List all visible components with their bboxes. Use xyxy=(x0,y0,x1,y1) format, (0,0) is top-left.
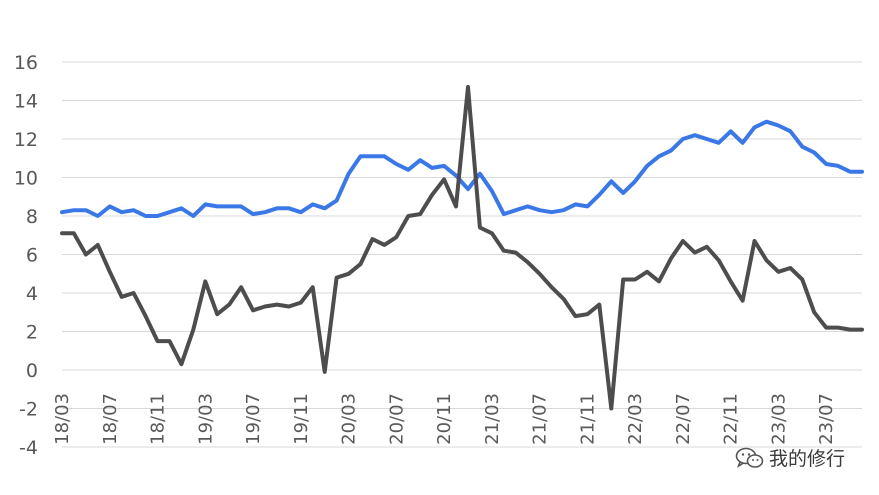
y-tick-label: -2 xyxy=(19,399,38,421)
y-axis-tick-labels: -4 -2 0 2 4 6 8 10 12 14 16 xyxy=(14,52,38,459)
x-tick-label: 19/03 xyxy=(195,393,216,445)
watermark-text: 我的修行 xyxy=(769,448,846,470)
series-lines xyxy=(60,85,864,411)
x-tick-label: 22/03 xyxy=(625,393,646,445)
x-tick-label: 21/03 xyxy=(482,393,503,445)
x-tick-label: 18/07 xyxy=(100,393,121,445)
y-tick-label: 14 xyxy=(14,91,38,113)
x-tick-label: 20/03 xyxy=(339,393,360,445)
x-tick-label: 22/07 xyxy=(673,393,694,445)
y-tick-label: 2 xyxy=(26,322,38,344)
y-tick-label: -4 xyxy=(19,437,38,459)
x-tick-label: 21/07 xyxy=(530,393,551,445)
y-tick-label: 10 xyxy=(14,168,38,190)
x-tick-label: 23/07 xyxy=(816,393,837,445)
series-line-1 xyxy=(60,119,864,218)
series-line-2 xyxy=(60,85,864,411)
x-tick-label: 20/11 xyxy=(434,393,455,445)
y-tick-label: 0 xyxy=(26,360,38,382)
x-tick-label: 20/07 xyxy=(386,393,407,445)
x-tick-label: 18/11 xyxy=(148,393,169,445)
wechat-icon xyxy=(735,446,765,470)
x-tick-label: 22/11 xyxy=(721,393,742,445)
y-tick-label: 16 xyxy=(14,52,38,74)
x-tick-label: 21/11 xyxy=(577,393,598,445)
y-tick-label: 8 xyxy=(26,206,38,228)
y-tick-label: 4 xyxy=(26,283,38,305)
grid-lines xyxy=(62,61,862,448)
x-tick-label: 18/03 xyxy=(52,393,73,445)
x-axis-tick-labels: 18/03 18/07 18/11 19/03 19/07 19/11 20/03 20/07… xyxy=(52,393,837,445)
x-tick-label: 19/11 xyxy=(291,393,312,445)
watermark: 我的修行 xyxy=(735,444,845,471)
y-tick-label: 6 xyxy=(26,245,38,267)
x-tick-label: 19/07 xyxy=(243,393,264,445)
x-tick-label: 23/03 xyxy=(768,393,789,445)
y-tick-label: 12 xyxy=(14,129,38,151)
